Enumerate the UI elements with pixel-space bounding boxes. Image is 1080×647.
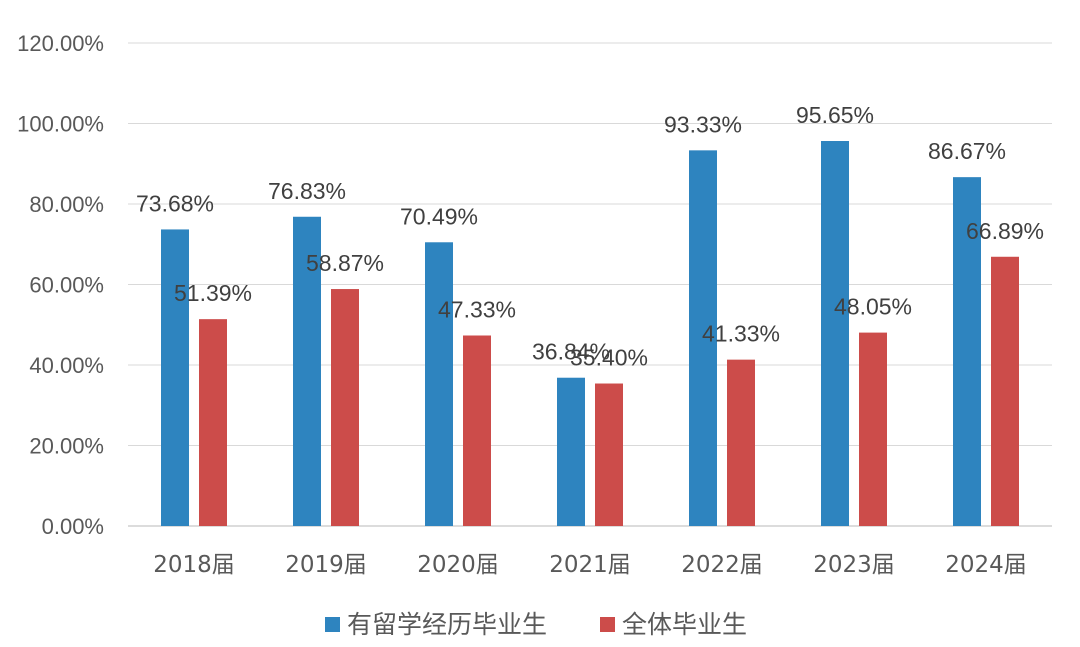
data-label: 41.33% <box>702 321 780 347</box>
bar <box>689 150 717 527</box>
x-tick-label: 2018届 <box>153 552 235 578</box>
bar <box>557 377 585 526</box>
gridlines <box>128 42 1052 527</box>
data-label: 86.67% <box>928 138 1006 164</box>
data-label: 73.68% <box>136 190 214 216</box>
bar <box>331 289 359 526</box>
legend-swatch-series-2 <box>600 617 615 632</box>
y-tick-label: 0.00% <box>42 514 104 539</box>
bar <box>991 256 1019 526</box>
bar <box>859 332 887 526</box>
data-label: 93.33% <box>664 111 742 137</box>
y-axis-ticks: 0.00% 20.00% 40.00% 60.00% 80.00% 100.00% 120.… <box>17 31 104 539</box>
data-label: 58.87% <box>306 250 384 276</box>
x-tick-label: 2021届 <box>549 552 631 578</box>
legend: 有留学经历毕业生 全体毕业生 <box>325 610 747 639</box>
x-tick-label: 2023届 <box>813 552 895 578</box>
x-tick-label: 2022届 <box>681 552 763 578</box>
y-tick-label: 20.00% <box>29 434 104 459</box>
x-tick-label: 2019届 <box>285 552 367 578</box>
data-label: 35.40% <box>570 345 648 371</box>
y-tick-label: 120.00% <box>17 31 104 56</box>
bars <box>161 141 1019 527</box>
bar <box>727 359 755 526</box>
data-label: 95.65% <box>796 102 874 128</box>
data-label: 66.89% <box>966 218 1044 244</box>
y-tick-label: 40.00% <box>29 353 104 378</box>
bar <box>463 335 491 526</box>
data-label: 36.84% <box>532 339 610 365</box>
legend-label-series-1: 有留学经历毕业生 <box>347 610 547 639</box>
data-labels: 73.68% 51.39% 76.83% 58.87% 70.49% 47.33% 36.8… <box>136 102 1044 371</box>
x-tick-label: 2020届 <box>417 552 499 578</box>
data-label: 48.05% <box>834 294 912 320</box>
x-axis-ticks: 2018届 2019届 2020届 2021届 2022届 2023届 2024届 <box>153 552 1027 578</box>
bar <box>199 319 227 526</box>
bar <box>595 383 623 526</box>
data-label: 76.83% <box>268 178 346 204</box>
y-tick-label: 80.00% <box>29 192 104 217</box>
data-label: 47.33% <box>438 296 516 322</box>
y-tick-label: 100.00% <box>17 112 104 137</box>
x-tick-label: 2024届 <box>945 552 1027 578</box>
y-tick-label: 60.00% <box>29 273 104 298</box>
bar <box>425 242 453 526</box>
legend-label-series-2: 全体毕业生 <box>622 610 747 639</box>
bar <box>953 177 981 526</box>
bar <box>821 141 849 527</box>
bar <box>293 216 321 526</box>
data-label: 70.49% <box>400 203 478 229</box>
legend-swatch-series-1 <box>325 617 340 632</box>
bar <box>161 229 189 527</box>
data-label: 51.39% <box>174 280 252 306</box>
